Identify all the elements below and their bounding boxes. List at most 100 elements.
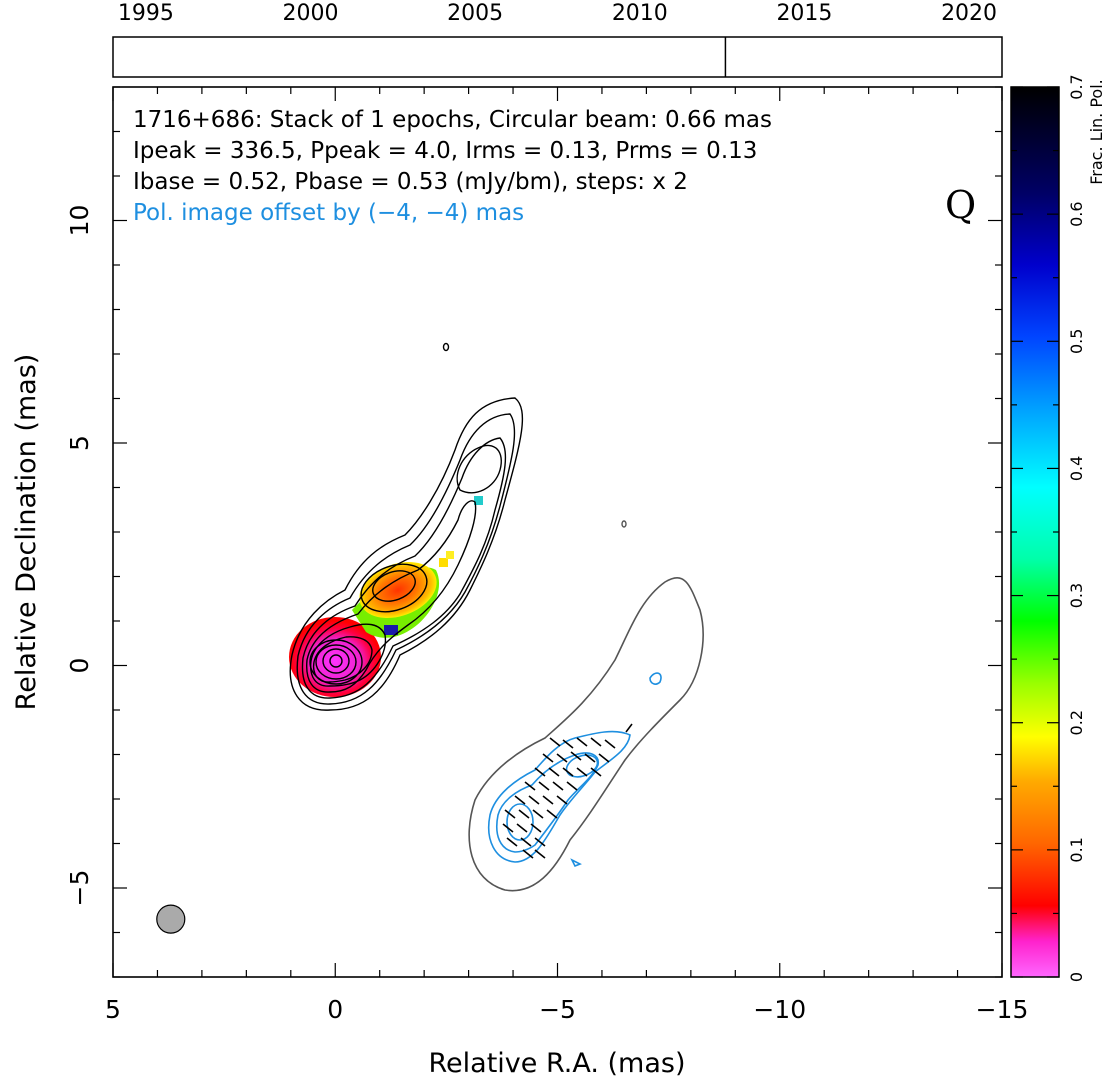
contour-level-2 <box>296 413 516 705</box>
year-label: 2000 <box>283 1 339 26</box>
y-tick-label: 10 <box>65 205 94 237</box>
x-tick-label: −10 <box>753 995 806 1024</box>
colorbar-tick-label: 0.7 <box>1067 74 1086 99</box>
evpa-tick <box>625 723 633 733</box>
year-label: 2005 <box>447 1 503 26</box>
evpa-tick <box>520 837 532 847</box>
contour-level-6 <box>312 636 373 683</box>
epoch-timeline: 1995 2000 2005 2010 2015 2020 <box>112 1 1003 78</box>
evpa-tick <box>576 737 588 747</box>
colorbar-tick-label: 0.3 <box>1067 583 1086 608</box>
contour-level-3 <box>301 437 507 699</box>
evpa-tick <box>556 753 568 763</box>
y-axis-title: Relative Declination (mas) <box>11 354 42 711</box>
year-label: 2020 <box>941 1 997 26</box>
evpa-tick <box>532 809 544 819</box>
evpa-tick <box>534 767 546 777</box>
year-label: 1995 <box>118 1 174 26</box>
colorbar-tick-label: 0.1 <box>1067 837 1086 862</box>
colorbar-title: Frac. Lin. Pol. <box>1087 79 1106 184</box>
x-tick-label: 0 <box>327 995 343 1024</box>
polarization-contour-small <box>570 858 582 868</box>
plot-background <box>113 87 1002 977</box>
x-tick-label: 5 <box>105 995 121 1024</box>
evpa-tick <box>570 751 582 761</box>
evpa-tick <box>522 849 534 859</box>
year-label: 2010 <box>612 1 668 26</box>
evpa-tick <box>552 781 564 791</box>
evpa-tick <box>590 767 602 777</box>
colorbar-tick-label: 0.6 <box>1067 201 1086 226</box>
x-tick-label: −5 <box>539 995 576 1024</box>
contour-level-4 <box>306 500 477 693</box>
polarization-contour-small <box>649 672 662 685</box>
evpa-tick <box>590 737 602 747</box>
yellow-pixel <box>439 558 448 567</box>
contour-noise-spot <box>442 342 450 352</box>
plot-area: 5 0 −5 −10 −15 −5 0 5 10 1716+686: Stack of 1 e… <box>11 86 1029 1079</box>
colorbar-gradient <box>1011 87 1059 977</box>
stokes-i-contours <box>289 342 627 711</box>
contour-level-10 <box>329 654 343 668</box>
colorbar-tick-label: 0 <box>1067 972 1086 982</box>
evpa-tick <box>518 809 530 819</box>
evpa-tick <box>516 823 528 833</box>
evpa-tick <box>548 767 560 777</box>
evpa-tick <box>584 753 596 763</box>
contour-level-9 <box>322 648 350 674</box>
annotation-line-1: 1716+686: Stack of 1 epochs, Circular be… <box>133 107 772 133</box>
polarization-contour-2 <box>496 752 599 853</box>
annotation-line-3: Ibase = 0.52, Pbase = 0.53 (mJy/bm), ste… <box>133 169 688 195</box>
beam-ellipse <box>156 904 186 934</box>
evpa-tick <box>604 739 616 749</box>
band-label: Q <box>945 183 976 227</box>
y-tick-label: 0 <box>65 658 94 674</box>
evpa-tick <box>562 767 574 777</box>
contour-inner-knot-2 <box>372 570 416 602</box>
contour-outer-knot <box>456 444 502 494</box>
epoch-timeline-frame <box>112 36 1003 78</box>
evpa-tick <box>566 781 578 791</box>
evpa-vectors <box>502 723 633 859</box>
evpa-tick <box>598 753 610 763</box>
yellow-pixel <box>446 551 454 559</box>
evpa-tick <box>514 795 526 805</box>
polarization-contour-1 <box>488 730 631 863</box>
x-axis-title: Relative R.A. (mas) <box>429 1048 686 1079</box>
contour-level-8 <box>315 644 357 680</box>
colorbar-tick-label: 0.5 <box>1067 329 1086 354</box>
contour-level-7 <box>309 639 363 685</box>
year-label: 2015 <box>776 1 832 26</box>
evpa-tick <box>506 837 518 847</box>
evpa-tick <box>534 837 546 847</box>
y-tick-label: 5 <box>65 435 94 451</box>
colorbar: 0 0.1 0.2 0.3 0.4 0.5 0.6 0.7 Frac. Lin. Pol. <box>1010 74 1106 982</box>
contour-noise-spot <box>621 520 627 528</box>
blue-pixel <box>384 625 398 635</box>
x-tick-label: −15 <box>976 995 1029 1024</box>
evpa-tick <box>576 767 588 777</box>
cyan-pixel <box>474 496 483 505</box>
annotation-line-4: Pol. image offset by (−4, −4) mas <box>133 200 524 226</box>
outline-contour <box>468 577 704 892</box>
evpa-tick <box>528 795 540 805</box>
polarization-image-offset <box>468 577 704 892</box>
contour-level-1 <box>289 397 524 711</box>
evpa-tick <box>542 795 554 805</box>
evpa-tick <box>562 739 574 749</box>
evpa-tick <box>530 823 542 833</box>
evpa-tick <box>534 849 546 859</box>
evpa-tick <box>546 809 558 819</box>
evpa-tick <box>556 795 568 805</box>
y-tick-label: −5 <box>65 870 94 907</box>
evpa-tick <box>538 781 550 791</box>
colorbar-tick-label: 0.2 <box>1067 710 1086 735</box>
evpa-tick <box>524 781 536 791</box>
evpa-tick <box>502 823 514 833</box>
contour-inner-knot-1 <box>360 563 428 613</box>
polarization-contour-3 <box>506 803 534 841</box>
evpa-tick <box>542 753 554 763</box>
annotation-line-2: Ipeak = 336.5, Ppeak = 4.0, Irms = 0.13,… <box>133 138 757 164</box>
knot-polarization-fill <box>359 561 437 619</box>
